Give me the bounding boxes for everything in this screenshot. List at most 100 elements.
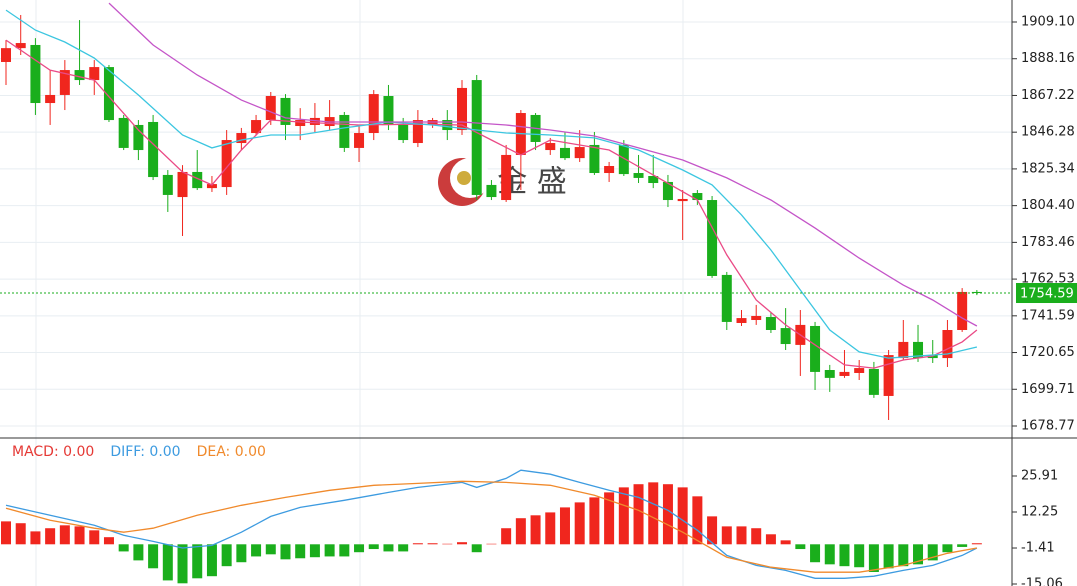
candle-body <box>839 371 850 376</box>
indicator-line <box>5 39 978 369</box>
macd-bar <box>471 544 482 553</box>
candle-body <box>780 328 791 345</box>
candle-body <box>486 184 497 198</box>
macd-bar <box>236 544 247 563</box>
indicator-line <box>5 480 978 573</box>
candle-body <box>457 87 468 131</box>
logo <box>457 171 471 185</box>
candle-body <box>707 200 718 276</box>
y-tick-label: 1909.10 <box>1021 14 1075 29</box>
y-tick-label: 12.25 <box>1021 505 1058 520</box>
macd-bar <box>265 544 276 555</box>
macd-bar <box>751 528 762 545</box>
candle-body <box>677 198 688 202</box>
legend-entry: DIFF: 0.00 <box>110 444 180 460</box>
grid <box>0 21 1012 427</box>
candle-body <box>265 96 276 121</box>
candle-body <box>501 154 512 201</box>
candle-body <box>589 144 600 174</box>
macd-bar <box>118 544 129 552</box>
candle-body <box>545 143 556 151</box>
macd-bar <box>589 497 600 545</box>
candle-body <box>354 133 365 148</box>
candle-body <box>295 120 306 127</box>
macd-bar <box>604 492 615 545</box>
macd-bar <box>295 544 306 559</box>
candle-body <box>192 171 203 189</box>
macd-bar <box>898 544 909 567</box>
macd-bar <box>559 507 570 545</box>
macd-bar <box>309 544 320 558</box>
macd-bar <box>721 526 732 545</box>
price-panel <box>0 2 1012 420</box>
macd-bar <box>368 544 379 550</box>
macd-bar <box>148 544 159 569</box>
legend-entry: MACD: 0.00 <box>12 444 94 460</box>
candle-body <box>883 355 894 396</box>
y-tick-label: 1741.59 <box>1021 308 1075 323</box>
macd-bar <box>662 484 673 545</box>
macd-bar <box>221 544 232 567</box>
macd-bar <box>530 515 541 545</box>
last-price-box <box>1016 283 1077 304</box>
y-tick-label: 1678.77 <box>1021 419 1075 434</box>
y-tick-label: 1825.34 <box>1021 161 1075 176</box>
y-tick-label: 1762.53 <box>1021 272 1075 287</box>
y-tick-label: 1699.71 <box>1021 382 1075 397</box>
y-tick-label: 1888.16 <box>1021 51 1075 66</box>
indicator-line <box>5 9 978 359</box>
y-tick-label: 1804.40 <box>1021 198 1075 213</box>
macd-bar <box>824 544 835 565</box>
macd-bar <box>162 544 173 581</box>
macd-bar <box>501 528 512 545</box>
candle-body <box>692 193 703 201</box>
candle-body <box>236 133 247 144</box>
macd-bar <box>74 526 85 545</box>
y-tick-label: 1867.22 <box>1021 88 1075 103</box>
candle-body <box>618 144 629 175</box>
candle-body <box>162 174 173 195</box>
candle-body <box>251 120 262 134</box>
y-tick-label: 1783.46 <box>1021 235 1075 250</box>
macd-bar <box>354 544 365 553</box>
candle-body <box>177 171 188 198</box>
y-tick-label: 25.91 <box>1021 469 1058 484</box>
macd-bar <box>810 544 821 563</box>
macd-bar <box>324 544 335 557</box>
y-tick-label: 1720.65 <box>1021 345 1075 360</box>
macd-bar <box>574 502 585 545</box>
candle-body <box>736 318 747 323</box>
macd-bar <box>103 537 114 545</box>
candle-body <box>30 44 41 104</box>
macd-bar <box>15 523 26 545</box>
candle-body <box>368 94 379 134</box>
macd-bar <box>442 543 453 545</box>
candle-body <box>280 97 291 125</box>
y-tick-label: -15.06 <box>1021 576 1063 586</box>
macd-bar <box>412 543 423 545</box>
macd-bar <box>45 528 56 545</box>
candle-body <box>824 369 835 378</box>
candle-body <box>854 368 865 373</box>
candle-body <box>74 70 85 81</box>
macd-bar <box>177 544 188 584</box>
macd-bar <box>206 544 217 577</box>
candle-body <box>412 120 423 144</box>
candle-body <box>89 67 100 81</box>
macd-bar <box>883 544 894 569</box>
macd-bar <box>913 544 924 565</box>
macd-bar <box>251 544 262 557</box>
candle-body <box>59 70 70 95</box>
candle-body <box>103 67 114 121</box>
candle-body <box>118 117 129 148</box>
candle-body <box>810 325 821 372</box>
macd-bar <box>192 544 203 579</box>
candle-body <box>633 173 644 178</box>
candle-body <box>559 147 570 159</box>
candle-body <box>383 96 394 125</box>
candle-body <box>206 184 217 189</box>
candle-body <box>309 117 320 125</box>
indicator-line <box>5 469 978 579</box>
macd-bar <box>383 544 394 552</box>
